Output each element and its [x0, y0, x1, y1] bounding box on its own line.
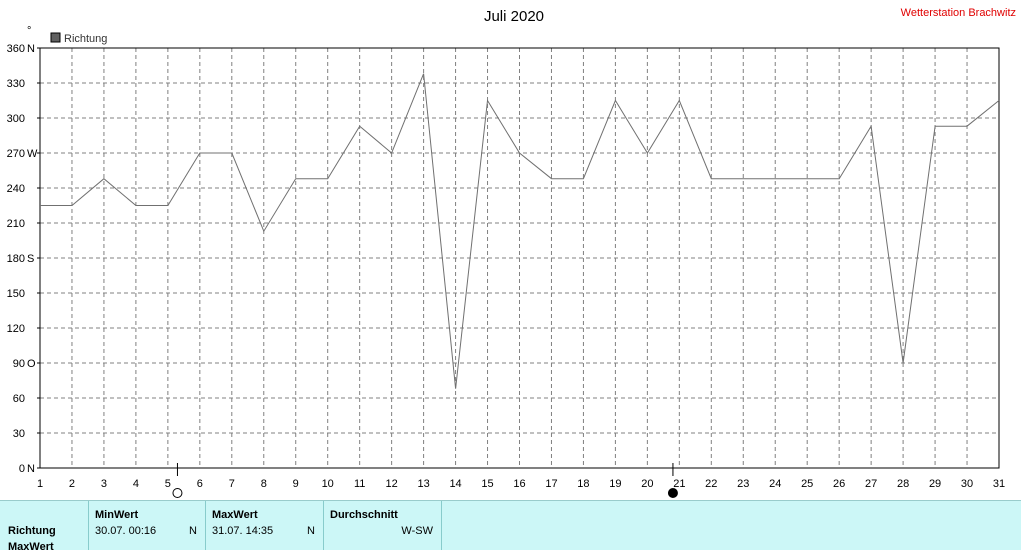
x-tick-label: 15 [481, 478, 493, 490]
series-layer [40, 73, 1000, 389]
y-tick-label: 210 [7, 218, 25, 230]
x-tick-label: 27 [865, 478, 877, 490]
min-direction: N [189, 525, 197, 537]
stats-label-column: Richtung MaxWert [0, 501, 89, 553]
chart-title: Juli 2020 [484, 8, 544, 25]
new-moon-icon [667, 488, 678, 498]
x-tick-label: 14 [449, 478, 461, 490]
y-tick-label: 150 [7, 288, 25, 300]
unit-mark: ° [27, 25, 31, 37]
max-direction: N [307, 525, 315, 537]
y-tick-direction: N [27, 43, 35, 55]
y-tick-label: 180 [7, 253, 25, 265]
max-header: MaxWert [212, 509, 258, 521]
avg-value: W-SW [401, 525, 433, 537]
x-tick-label: 3 [101, 478, 107, 490]
y-tick-label: 120 [7, 323, 25, 335]
min-header: MinWert [95, 509, 139, 521]
y-tick-label: 0 [19, 463, 25, 475]
stats-row-label-maxwert: MaxWert [8, 541, 54, 553]
grid [40, 48, 999, 468]
y-tick-label: 240 [7, 183, 25, 195]
x-tick-label: 28 [897, 478, 909, 490]
y-tick-direction: O [27, 358, 36, 370]
x-tick-label: 31 [993, 478, 1005, 490]
x-tick-label: 10 [322, 478, 334, 490]
stats-row-label-richtung: Richtung [8, 525, 56, 537]
y-tick-label: 270 [7, 148, 25, 160]
y-tick-label: 360 [7, 43, 25, 55]
stats-max-column: MaxWert 31.07. 14:35 N [206, 501, 324, 550]
avg-header: Durchschnitt [330, 509, 398, 521]
x-tick-label: 22 [705, 478, 717, 490]
x-tick-label: 1 [37, 478, 43, 490]
x-tick-label: 12 [386, 478, 398, 490]
y-tick-label: 300 [7, 113, 25, 125]
legend-label: Richtung [64, 33, 107, 45]
x-tick-label: 23 [737, 478, 749, 490]
x-tick-label: 2 [69, 478, 75, 490]
x-tick-label: 13 [417, 478, 429, 490]
wind-direction-chart: Juli 2020 Wetterstation Brachwitz ° Rich… [7, 7, 1016, 498]
x-tick-label: 8 [261, 478, 267, 490]
x-tick-label: 24 [769, 478, 781, 490]
x-tick-label: 6 [197, 478, 203, 490]
x-tick-label: 16 [513, 478, 525, 490]
x-tick-label: 4 [133, 478, 139, 490]
x-tick-label: 11 [354, 478, 365, 490]
stats-avg-column: Durchschnitt W-SW [324, 501, 442, 550]
x-tick-label: 26 [833, 478, 845, 490]
full-moon-icon [172, 488, 183, 498]
x-tick-label: 19 [609, 478, 621, 490]
y-tick-direction: S [27, 253, 34, 265]
y-tick-direction: N [27, 463, 35, 475]
y-tick-label: 30 [13, 428, 25, 440]
x-axis: 1 2 3 4 5 6 7 8 9 10 11 12 13 14 15 16 17 18 19 20 21 22 23 24 2… [37, 478, 1005, 490]
y-tick-label: 90 [13, 358, 25, 370]
x-tick-label: 21 [673, 478, 685, 490]
y-tick-label: 60 [13, 393, 25, 405]
x-tick-label: 25 [801, 478, 813, 490]
x-tick-label: 20 [641, 478, 653, 490]
y-tick-direction: W [27, 148, 38, 160]
x-tick-label: 17 [545, 478, 557, 490]
x-tick-label: 7 [229, 478, 235, 490]
series-line-richtung [40, 73, 1000, 389]
station-name: Wetterstation Brachwitz [901, 7, 1016, 19]
y-tick-label: 330 [7, 78, 25, 90]
x-tick-label: 29 [929, 478, 941, 490]
x-tick-label: 9 [293, 478, 299, 490]
x-tick-label: 30 [961, 478, 973, 490]
moon-phase-markers [172, 463, 678, 498]
x-tick-label: 5 [165, 478, 171, 490]
min-value: 30.07. 00:16 [95, 525, 157, 537]
max-value: 31.07. 14:35 [212, 525, 274, 537]
legend-swatch [50, 32, 61, 43]
x-tick-label: 18 [577, 478, 589, 490]
stats-min-column: MinWert 30.07. 00:16 N [89, 501, 206, 550]
stats-panel: Richtung MaxWert MinWert 30.07. 00:16 N … [0, 500, 1021, 553]
